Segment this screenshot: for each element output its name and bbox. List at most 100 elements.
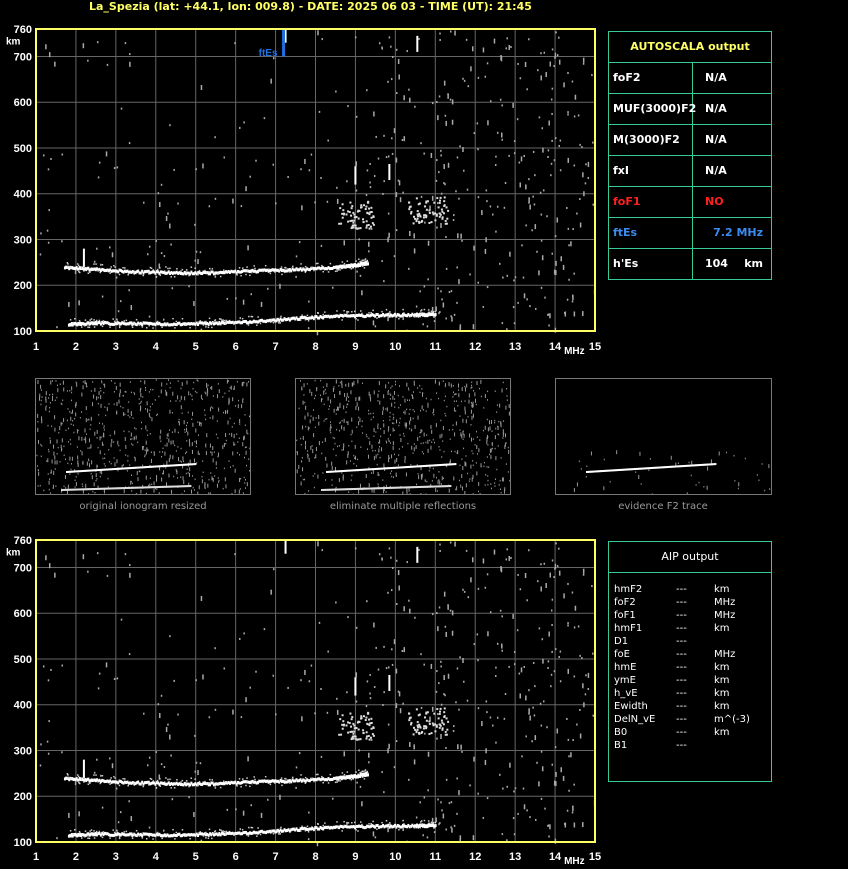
thumb-trace: [155, 486, 157, 489]
trace-point: [97, 269, 99, 272]
noise-dot: [314, 712, 316, 715]
x-tick-label: 11: [429, 851, 441, 863]
trace-point: [117, 270, 120, 274]
noise-dot: [116, 166, 119, 169]
trace-point: [387, 312, 390, 316]
noise-dot: [158, 263, 161, 269]
thumb-dot: [345, 384, 347, 387]
noise-dot: [381, 46, 383, 49]
noise-dot: [567, 738, 570, 741]
thumb-dot: [347, 451, 349, 456]
trace-point: [425, 725, 428, 728]
noise-dot: [383, 134, 385, 137]
thumb-dot: [179, 460, 181, 462]
thumb-trace: [436, 464, 438, 467]
trace-point: [101, 267, 104, 271]
trace-point: [428, 209, 431, 212]
trace-point: [324, 314, 327, 318]
thumb-dot: [444, 395, 446, 398]
trace-point: [304, 316, 307, 320]
trace-point: [279, 778, 282, 782]
trace-point: [93, 778, 96, 782]
trace-point: [362, 825, 365, 829]
thumb-trace: [394, 466, 396, 469]
noise-dot: [155, 240, 157, 243]
thumb-trace: [63, 488, 65, 491]
thumb-dot: [343, 443, 345, 448]
trace-point: [114, 271, 117, 274]
noise-dot: [307, 838, 310, 841]
thumb-dot: [315, 454, 317, 459]
thumb-dot: [419, 384, 421, 387]
noise-dot: [98, 161, 101, 164]
thumb-trace: [413, 465, 416, 468]
thumb-dot: [338, 478, 340, 483]
thumb-dot: [365, 433, 367, 436]
thumb-dot: [443, 450, 445, 453]
noise-dot: [433, 320, 436, 323]
thumb-dot: [394, 380, 396, 383]
noise-dot: [583, 702, 585, 708]
thumb-dot: [372, 416, 374, 418]
thumb-dot: [178, 418, 180, 421]
thumb-dot: [408, 387, 410, 389]
thumb-dot: [361, 425, 363, 428]
trace-point: [271, 268, 274, 272]
trace-point: [443, 204, 446, 207]
trace-point: [422, 727, 425, 730]
noise-dot: [267, 287, 269, 290]
trace-point: [263, 319, 266, 323]
trace-point: [165, 834, 168, 838]
trace-point: [354, 263, 357, 267]
thumb-dot: [405, 472, 407, 477]
trace-point: [371, 222, 374, 225]
thumb-dot: [205, 451, 207, 456]
trace-point: [324, 825, 327, 829]
thumb-dot: [178, 457, 180, 462]
thumb-trace: [94, 487, 97, 490]
trace-point: [77, 263, 79, 265]
thumb-dot: [373, 390, 375, 395]
thumb-trace: [102, 468, 105, 471]
noise-dot: [570, 241, 572, 247]
thumb-dot: [61, 403, 63, 406]
thumb-dot: [348, 491, 350, 493]
thumb-dot: [179, 400, 181, 402]
thumb-trace: [66, 488, 68, 491]
thumb-trace: [397, 486, 400, 489]
thumb-trace: [168, 464, 171, 467]
thumb-trace: [369, 468, 371, 471]
thumb-dot: [603, 458, 605, 461]
thumb-trace: [400, 466, 403, 469]
thumb-dot: [326, 418, 328, 420]
thumb-trace: [451, 463, 454, 466]
noise-dot: [143, 712, 145, 715]
trace-point: [338, 222, 341, 225]
thumb-dot: [353, 381, 355, 386]
thumb-trace: [187, 463, 189, 466]
trace-point: [423, 819, 426, 822]
thumb-dot: [40, 455, 42, 458]
thumb-dot: [391, 385, 393, 387]
trace-point: [78, 319, 81, 322]
thumb-dot: [378, 390, 380, 392]
trace-point: [272, 268, 275, 272]
thumb-dot: [494, 421, 496, 424]
thumb-dot: [408, 487, 410, 492]
thumb-trace: [362, 487, 364, 490]
autoscala-value: NO: [705, 195, 724, 208]
trace-point: [317, 823, 319, 826]
thumb-dot: [452, 385, 454, 387]
thumb-dot: [387, 430, 389, 432]
noise-dot: [472, 557, 474, 563]
thumb-dot: [189, 459, 191, 464]
x-tick-label: 13: [509, 341, 521, 353]
noise-dot: [554, 52, 557, 58]
thumb-dot: [505, 463, 507, 465]
noise-dot: [177, 202, 179, 205]
noise-dot: [567, 157, 570, 163]
thumb-dot: [229, 417, 231, 420]
trace-point: [211, 326, 213, 329]
trace-point: [214, 787, 217, 789]
noise-dot: [280, 266, 283, 272]
